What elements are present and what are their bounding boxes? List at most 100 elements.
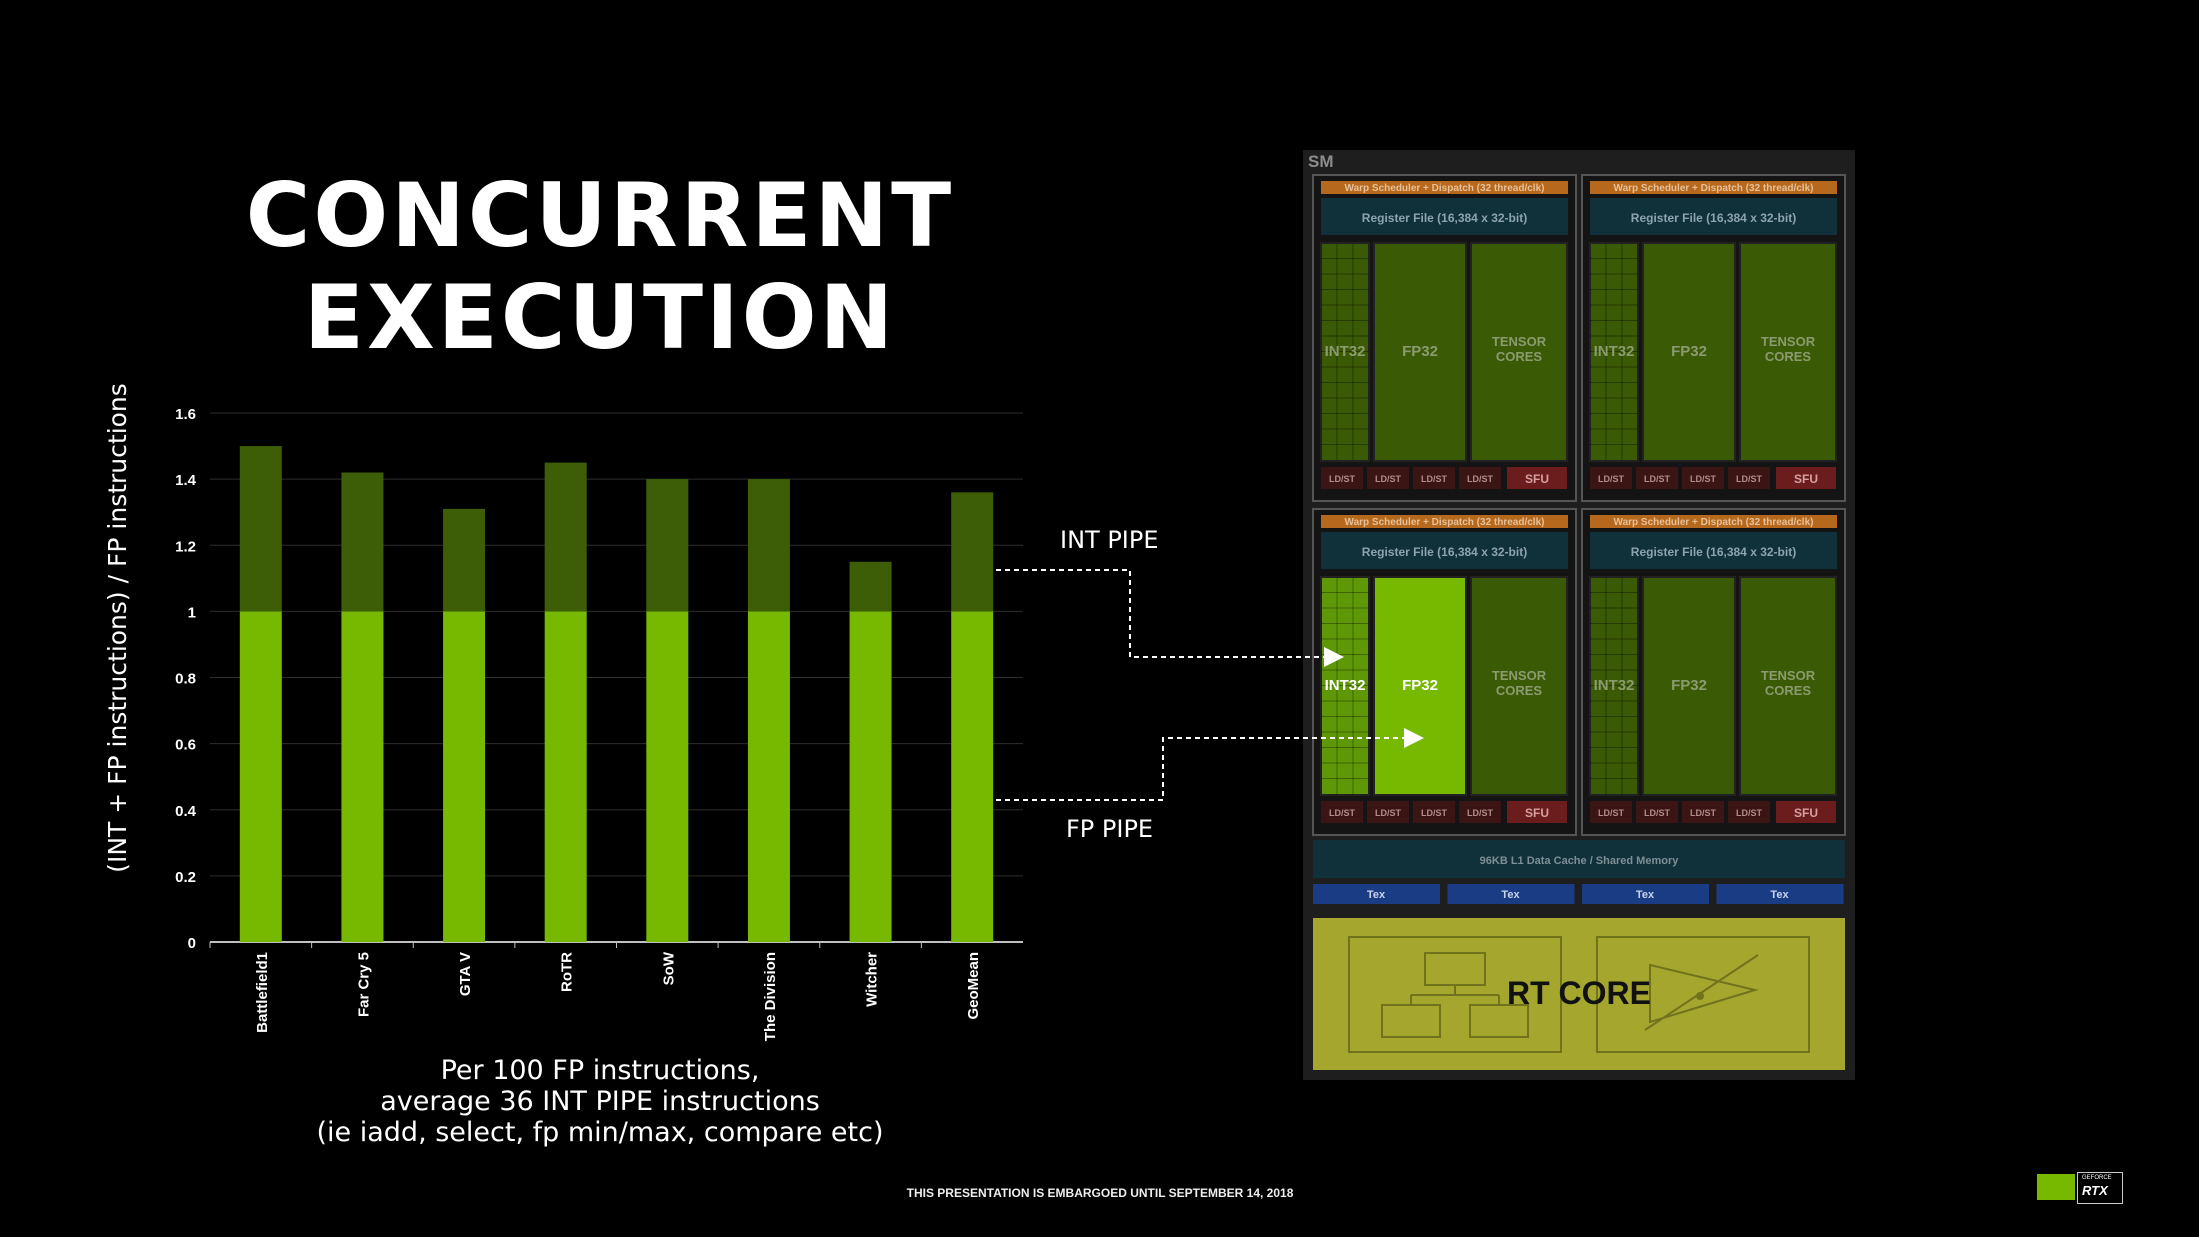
ldst-label: LD/ST <box>1690 474 1717 484</box>
register-file-label: Register File (16,384 x 32-bit) <box>1631 211 1796 225</box>
register-file-block <box>1321 532 1568 569</box>
y-tick-label: 0.8 <box>175 671 196 688</box>
l1-cache-block <box>1313 840 1845 878</box>
ldst-label: LD/ST <box>1736 474 1763 484</box>
bar-fp-segment <box>849 611 892 942</box>
x-tick-label: Witcher <box>864 952 881 1007</box>
warp-scheduler-bar <box>1321 181 1568 194</box>
sfu-unit <box>1776 467 1836 489</box>
ldst-unit <box>1459 467 1501 489</box>
tex-unit <box>1716 884 1844 904</box>
rt-core-block <box>1313 918 1845 1070</box>
sfu-label: SFU <box>1525 806 1549 820</box>
bar-fp-segment <box>341 611 384 942</box>
bar-fp-segment <box>747 611 790 942</box>
x-tick-label: GeoMean <box>965 952 982 1020</box>
ldst-label: LD/ST <box>1421 474 1448 484</box>
bar-fp-segment <box>544 611 587 942</box>
caption-line-1: Per 100 FP instructions, <box>440 1055 760 1086</box>
bar-fp-segment <box>239 611 282 942</box>
ldst-label: LD/ST <box>1375 474 1402 484</box>
register-file-label: Register File (16,384 x 32-bit) <box>1631 545 1796 559</box>
tensor-cores-label-2: CORES <box>1765 683 1812 698</box>
ldst-unit <box>1682 467 1724 489</box>
sfu-unit <box>1507 467 1567 489</box>
embargo-notice: THIS PRESENTATION IS EMBARGOED UNTIL SEP… <box>906 1186 1294 1200</box>
ldst-unit <box>1682 801 1724 823</box>
fp-pipe-connector <box>996 728 1424 801</box>
nvidia-eye-icon <box>2037 1174 2075 1200</box>
bar-int-segment <box>646 479 689 612</box>
register-file-label: Register File (16,384 x 32-bit) <box>1362 211 1527 225</box>
slide-title: CONCURRENT EXECUTION <box>200 165 1000 369</box>
ldst-unit <box>1367 467 1409 489</box>
tex-unit <box>1582 884 1709 904</box>
register-file-block <box>1590 532 1837 569</box>
fp32-label: FP32 <box>1671 343 1707 360</box>
tex-unit <box>1447 884 1575 904</box>
tensor-cores-label-2: CORES <box>1496 683 1543 698</box>
sfu-label: SFU <box>1794 472 1818 486</box>
ldst-unit <box>1413 801 1455 823</box>
ldst-label: LD/ST <box>1421 808 1448 818</box>
sfu-label: SFU <box>1525 472 1549 486</box>
tensor-cores-label-1: TENSOR <box>1761 668 1816 683</box>
bar-int-segment <box>239 446 282 612</box>
y-tick-label: 1 <box>188 604 196 621</box>
int32-label: INT32 <box>1594 677 1635 694</box>
tex-label: Tex <box>1501 889 1520 901</box>
bar-int-segment <box>443 508 486 612</box>
tensor-cores-block <box>1470 576 1568 796</box>
bar-int-segment <box>341 472 384 612</box>
x-tick-label: Far Cry 5 <box>355 952 372 1017</box>
ldst-unit <box>1636 801 1678 823</box>
ldst-unit <box>1636 467 1678 489</box>
tex-label: Tex <box>1636 889 1655 901</box>
tensor-cores-block <box>1739 576 1837 796</box>
tensor-cores-label-1: TENSOR <box>1761 334 1816 349</box>
x-tick-label: Battlefield1 <box>254 952 271 1033</box>
title-line-2: EXECUTION <box>303 266 897 369</box>
ldst-unit <box>1413 467 1455 489</box>
y-axis-label: (INT + FP instructions) / FP instruction… <box>103 383 132 873</box>
warp-scheduler-label: Warp Scheduler + Dispatch (32 thread/clk… <box>1614 183 1814 194</box>
sfu-unit <box>1507 801 1567 823</box>
tensor-cores-label-1: TENSOR <box>1492 668 1547 683</box>
rt-core-tree-icon <box>1348 936 1562 1053</box>
ldst-unit <box>1321 467 1363 489</box>
ldst-unit <box>1459 801 1501 823</box>
nvidia-geforce-rtx-logo: GEFORCE RTX <box>2037 1172 2125 1204</box>
ldst-label: LD/ST <box>1467 474 1494 484</box>
int-pipe-label: INT PIPE <box>1060 526 1159 554</box>
bar-int-segment <box>747 479 790 612</box>
warp-scheduler-label: Warp Scheduler + Dispatch (32 thread/clk… <box>1345 517 1545 528</box>
caption-line-2: average 36 INT PIPE instructions <box>380 1086 820 1117</box>
register-file-label: Register File (16,384 x 32-bit) <box>1362 545 1527 559</box>
tensor-cores-label-2: CORES <box>1496 349 1543 364</box>
tex-unit <box>1313 884 1440 904</box>
warp-scheduler-bar <box>1590 181 1837 194</box>
y-axis-ticks: 0 0.2 0.4 0.6 0.8 1 1.2 1.4 1.6 <box>175 406 197 952</box>
x-tick-label: The Division <box>762 952 779 1041</box>
int32-label: INT32 <box>1594 343 1635 360</box>
y-tick-label: 1.4 <box>175 472 197 489</box>
fp32-label: FP32 <box>1671 677 1707 694</box>
ldst-label: LD/ST <box>1736 808 1763 818</box>
int32-block <box>1320 576 1370 796</box>
ldst-label: LD/ST <box>1598 474 1625 484</box>
x-axis-ticks: Battlefield1 Far Cry 5 GTA V RoTR SoW The Div… <box>209 942 982 1041</box>
x-tick-label: RoTR <box>559 952 576 992</box>
int32-label: INT32 <box>1325 343 1366 360</box>
int32-label: INT32 <box>1325 677 1366 694</box>
sfu-label: SFU <box>1794 806 1818 820</box>
tex-units: Tex Tex Tex Tex <box>1313 884 1844 904</box>
bar-fp-segment <box>951 611 994 942</box>
ldst-unit <box>1590 801 1632 823</box>
tex-label: Tex <box>1770 889 1789 901</box>
sfu-unit <box>1776 801 1836 823</box>
fp32-block <box>1373 242 1467 462</box>
fp32-block <box>1642 576 1736 796</box>
bar-int-segment <box>544 462 587 612</box>
ldst-label: LD/ST <box>1644 808 1671 818</box>
y-tick-label: 0 <box>188 935 196 952</box>
